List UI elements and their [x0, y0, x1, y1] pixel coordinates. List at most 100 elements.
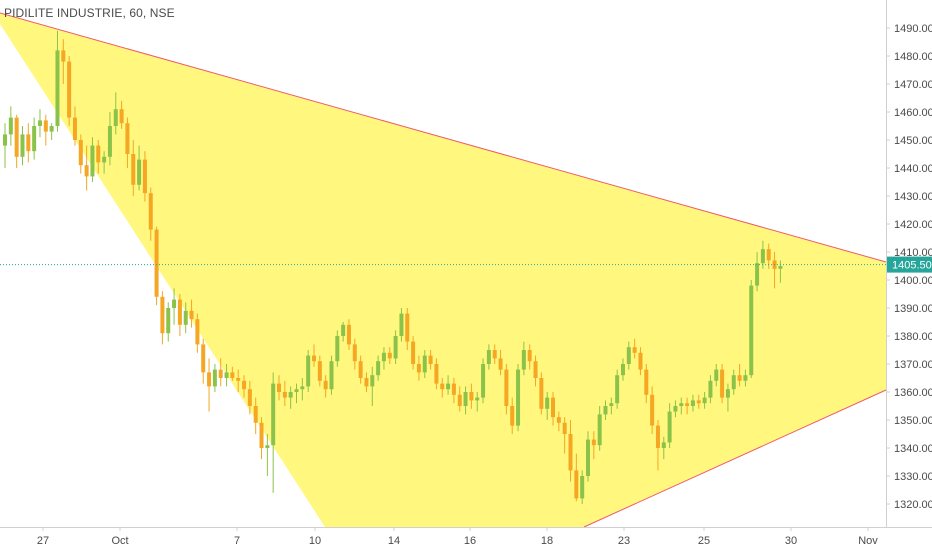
candle	[539, 372, 544, 415]
wedge-upper-trendline	[0, 12, 887, 263]
candle	[218, 358, 223, 387]
candle	[137, 145, 142, 191]
candle-body	[20, 134, 25, 157]
candle-body	[311, 355, 316, 362]
candle	[387, 347, 392, 364]
candle	[72, 106, 77, 146]
candle	[685, 397, 690, 415]
candle	[26, 123, 31, 163]
candle	[451, 378, 456, 404]
candle	[37, 109, 42, 138]
candle-body	[679, 403, 684, 406]
candle	[300, 378, 305, 401]
candle-body	[620, 364, 625, 376]
candle	[434, 358, 439, 390]
x-tick-label: 7	[234, 535, 240, 547]
candle	[341, 322, 346, 342]
candle-body	[282, 392, 287, 398]
y-tick-label: 1410.00	[894, 247, 932, 259]
candle	[242, 375, 247, 398]
candle	[311, 344, 316, 367]
candle	[731, 369, 736, 395]
candle-body	[778, 266, 783, 269]
candle-body	[107, 126, 112, 157]
x-tick-label: 23	[618, 535, 630, 547]
candle	[714, 364, 719, 387]
candle-body	[224, 372, 229, 378]
candle	[43, 114, 48, 146]
candle	[306, 350, 311, 392]
candle-body	[696, 400, 701, 404]
y-tick-label: 1430.00	[894, 191, 932, 203]
candle-body	[603, 406, 608, 415]
candle-body	[364, 378, 369, 387]
candle-body	[440, 383, 445, 390]
candle	[207, 358, 212, 412]
x-tick-label: 16	[464, 535, 476, 547]
candle	[457, 386, 462, 412]
candle	[667, 403, 672, 448]
y-tick-label: 1320.00	[894, 499, 932, 511]
candle-body	[78, 140, 83, 166]
candle	[259, 417, 264, 460]
candle-body	[142, 159, 147, 194]
candle-body	[55, 50, 60, 126]
candle-body	[562, 422, 567, 434]
candle	[755, 252, 760, 292]
candle-body	[690, 400, 695, 406]
candle	[469, 383, 474, 409]
x-tick-label: 27	[37, 535, 49, 547]
candle-body	[510, 406, 515, 426]
candle-body	[393, 336, 398, 359]
x-tick-label: 18	[541, 535, 553, 547]
wedge-fill	[0, 13, 886, 527]
candle-body	[189, 310, 194, 320]
candle-body	[277, 383, 282, 392]
candle	[591, 431, 596, 460]
candle-body	[708, 380, 713, 398]
candle	[620, 358, 625, 381]
candle	[131, 140, 136, 196]
candle	[597, 406, 602, 451]
candle	[90, 137, 95, 182]
y-tick-label: 1350.00	[894, 415, 932, 427]
candle	[498, 350, 503, 376]
candle	[317, 355, 322, 387]
y-tick-label: 1450.00	[894, 135, 932, 147]
candle-body	[597, 414, 602, 446]
candle-body	[346, 324, 351, 345]
candle-body	[166, 308, 171, 334]
candle	[580, 470, 585, 504]
candle	[78, 134, 83, 174]
candle	[346, 319, 351, 350]
candle-body	[259, 422, 264, 448]
candle-body	[434, 364, 439, 384]
x-tick-label: Oct	[111, 535, 128, 547]
candle	[49, 123, 54, 140]
x-tick-label: 30	[785, 535, 797, 547]
candle	[411, 336, 416, 370]
candle-body	[609, 403, 614, 406]
candle	[212, 364, 217, 392]
candle	[142, 151, 147, 202]
candle-body	[253, 406, 258, 423]
candle-body	[574, 470, 579, 499]
candle	[370, 366, 375, 406]
candle-body	[463, 392, 468, 406]
candle-body	[533, 361, 538, 378]
candle	[568, 420, 573, 482]
candle-body	[446, 383, 451, 390]
candle	[183, 302, 188, 334]
candle-body	[288, 392, 293, 398]
candle	[172, 288, 177, 325]
candle	[84, 145, 89, 191]
candle	[107, 112, 112, 166]
candle-body	[545, 397, 550, 409]
candle-body	[358, 361, 363, 378]
candle-body	[183, 310, 188, 325]
candle-body	[568, 434, 573, 471]
candle-body	[492, 350, 497, 359]
candle	[189, 299, 194, 328]
candle	[329, 355, 334, 395]
candle	[67, 56, 72, 126]
